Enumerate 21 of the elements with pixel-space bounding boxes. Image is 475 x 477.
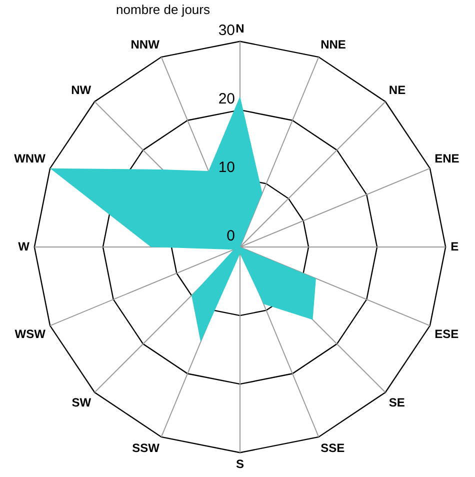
- y-tick-label: 0: [226, 228, 235, 245]
- spoke-label: SE: [388, 395, 405, 410]
- spoke-label: NNW: [130, 38, 160, 52]
- spoke-label: NE: [388, 83, 406, 98]
- spoke-label: N: [236, 22, 244, 36]
- y-tick-label: 10: [218, 159, 235, 176]
- spoke-label: WNW: [14, 152, 46, 166]
- y-tick-label: 20: [218, 90, 235, 108]
- spoke-label: NNE: [320, 38, 346, 52]
- spoke-label: E: [450, 239, 459, 254]
- spoke-label: W: [18, 239, 30, 254]
- spoke-label: ENE: [434, 152, 460, 166]
- spoke-label: S: [236, 457, 244, 472]
- y-tick-label: 30: [218, 22, 235, 40]
- text: nombre de jours: [116, 2, 210, 18]
- spoke-label: ESE: [434, 327, 459, 342]
- spoke-label: SSW: [132, 441, 160, 456]
- spoke-label: NW: [71, 83, 92, 98]
- spoke-label: SSE: [320, 441, 345, 456]
- spoke-label: SW: [72, 395, 92, 410]
- spoke-label: WSW: [14, 327, 46, 342]
